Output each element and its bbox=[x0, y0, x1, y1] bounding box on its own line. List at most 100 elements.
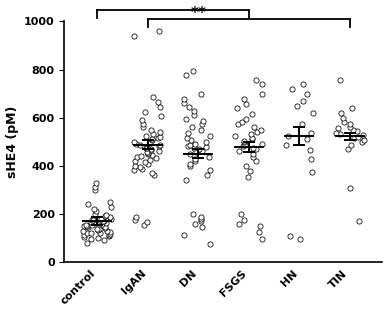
Point bbox=[260, 141, 266, 146]
Point bbox=[151, 173, 158, 178]
Point bbox=[97, 230, 103, 235]
Point bbox=[238, 119, 244, 124]
Point bbox=[140, 121, 146, 126]
Point bbox=[242, 143, 248, 148]
Point bbox=[139, 154, 145, 158]
Point bbox=[189, 125, 196, 130]
Point bbox=[181, 96, 187, 101]
Point bbox=[157, 129, 163, 134]
Point bbox=[147, 147, 154, 152]
Point bbox=[249, 155, 256, 160]
Point bbox=[294, 104, 300, 109]
Point bbox=[108, 217, 114, 222]
Point bbox=[345, 147, 351, 152]
Point bbox=[240, 144, 246, 149]
Point bbox=[87, 236, 94, 241]
Point bbox=[360, 137, 367, 142]
Point bbox=[249, 145, 256, 150]
Point bbox=[150, 95, 156, 100]
Point bbox=[183, 178, 189, 183]
Point bbox=[360, 133, 366, 138]
Point bbox=[190, 69, 196, 74]
Point bbox=[89, 222, 95, 227]
Point bbox=[145, 161, 151, 166]
Point bbox=[232, 134, 238, 139]
Point bbox=[287, 233, 293, 238]
Point bbox=[95, 235, 101, 240]
Point bbox=[251, 125, 258, 130]
Point bbox=[247, 168, 253, 173]
Point bbox=[236, 221, 242, 226]
Point bbox=[191, 113, 197, 118]
Point bbox=[347, 124, 353, 129]
Point bbox=[147, 157, 153, 162]
Point bbox=[143, 133, 149, 138]
Point bbox=[347, 185, 353, 190]
Point bbox=[147, 140, 154, 145]
Point bbox=[156, 149, 162, 154]
Point bbox=[80, 228, 86, 233]
Point bbox=[89, 218, 95, 223]
Point bbox=[102, 214, 108, 219]
Point bbox=[95, 227, 102, 232]
Point bbox=[90, 217, 96, 222]
Point bbox=[107, 229, 113, 234]
Point bbox=[102, 225, 108, 230]
Point bbox=[133, 215, 139, 220]
Point bbox=[142, 109, 148, 114]
Point bbox=[355, 134, 361, 139]
Point bbox=[242, 101, 249, 106]
Point bbox=[85, 225, 91, 230]
Point bbox=[340, 116, 346, 121]
Point bbox=[142, 159, 149, 164]
Point bbox=[101, 238, 107, 243]
Point bbox=[106, 233, 112, 238]
Point bbox=[234, 106, 240, 111]
Point bbox=[155, 135, 161, 140]
Point bbox=[243, 164, 249, 169]
Point bbox=[84, 223, 90, 228]
Point bbox=[349, 106, 355, 111]
Point bbox=[157, 134, 163, 139]
Point bbox=[296, 236, 303, 241]
Point bbox=[198, 91, 204, 96]
Point bbox=[131, 33, 137, 38]
Point bbox=[144, 220, 150, 225]
Point bbox=[192, 156, 199, 161]
Point bbox=[186, 104, 192, 109]
Point bbox=[132, 163, 138, 168]
Point bbox=[106, 233, 112, 238]
Point bbox=[104, 229, 110, 234]
Point bbox=[157, 104, 163, 109]
Point bbox=[107, 199, 113, 204]
Point bbox=[98, 216, 104, 221]
Point bbox=[256, 229, 262, 234]
Point bbox=[259, 91, 265, 96]
Y-axis label: sHE4 (pM): sHE4 (pM) bbox=[5, 105, 19, 178]
Point bbox=[336, 131, 343, 136]
Point bbox=[145, 151, 151, 156]
Point bbox=[250, 151, 256, 156]
Point bbox=[285, 134, 291, 139]
Point bbox=[133, 141, 139, 146]
Point bbox=[249, 111, 256, 116]
Point bbox=[298, 121, 305, 126]
Point bbox=[198, 219, 204, 224]
Point bbox=[92, 211, 98, 216]
Point bbox=[107, 232, 113, 237]
Point bbox=[93, 209, 99, 214]
Point bbox=[199, 148, 206, 153]
Point bbox=[149, 138, 156, 143]
Point bbox=[158, 114, 164, 119]
Point bbox=[102, 226, 108, 231]
Point bbox=[95, 228, 101, 233]
Point bbox=[188, 138, 194, 143]
Point bbox=[144, 152, 151, 157]
Point bbox=[259, 82, 265, 87]
Point bbox=[207, 168, 213, 173]
Point bbox=[84, 240, 90, 245]
Point bbox=[241, 96, 247, 101]
Point bbox=[81, 232, 87, 237]
Point bbox=[308, 130, 314, 135]
Point bbox=[156, 29, 162, 34]
